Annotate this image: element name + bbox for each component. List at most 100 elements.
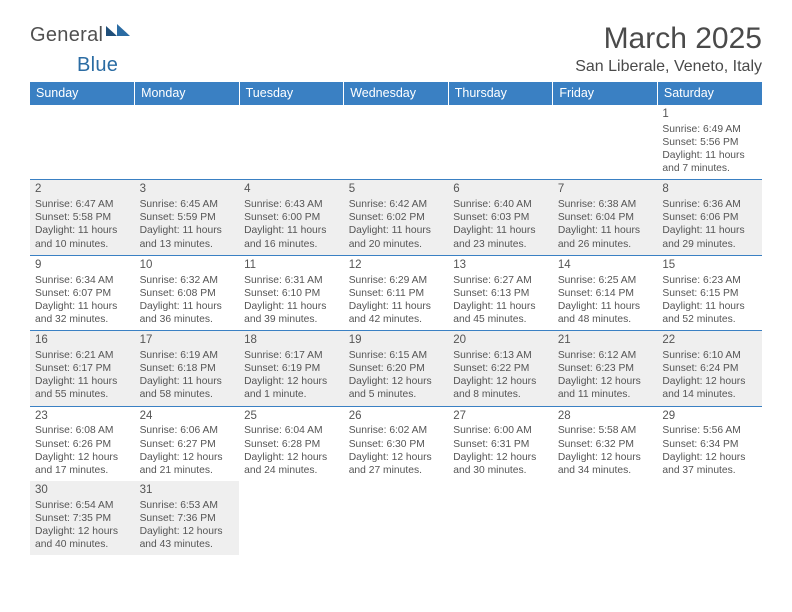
calendar-cell-empty xyxy=(344,105,449,180)
sunrise-text: Sunrise: 6:47 AM xyxy=(35,198,130,211)
calendar-cell-empty xyxy=(135,105,240,180)
sunset-text: Sunset: 6:34 PM xyxy=(662,438,757,451)
sunrise-text: Sunrise: 6:40 AM xyxy=(453,198,548,211)
sunset-text: Sunset: 6:22 PM xyxy=(453,362,548,375)
day-number: 8 xyxy=(662,182,757,197)
day-number: 10 xyxy=(140,258,235,273)
brand-blue: Blue xyxy=(77,54,118,77)
calendar-cell: 29Sunrise: 5:56 AMSunset: 6:34 PMDayligh… xyxy=(657,406,762,481)
sunrise-text: Sunrise: 6:17 AM xyxy=(244,349,339,362)
day-number: 21 xyxy=(558,333,653,348)
sunrise-text: Sunrise: 6:43 AM xyxy=(244,198,339,211)
flag-icon xyxy=(105,22,131,47)
weekday-header: Monday xyxy=(135,82,240,105)
sunset-text: Sunset: 6:18 PM xyxy=(140,362,235,375)
calendar-cell: 23Sunrise: 6:08 AMSunset: 6:26 PMDayligh… xyxy=(30,406,135,481)
weekday-header: Tuesday xyxy=(239,82,344,105)
daylight-text: Daylight: 11 hours and 45 minutes. xyxy=(453,300,548,326)
calendar-cell-empty xyxy=(239,481,344,555)
calendar-cell: 19Sunrise: 6:15 AMSunset: 6:20 PMDayligh… xyxy=(344,331,449,406)
sunset-text: Sunset: 6:23 PM xyxy=(558,362,653,375)
weekday-header: Thursday xyxy=(448,82,553,105)
sunrise-text: Sunrise: 6:10 AM xyxy=(662,349,757,362)
sunset-text: Sunset: 6:31 PM xyxy=(453,438,548,451)
calendar-row: 16Sunrise: 6:21 AMSunset: 6:17 PMDayligh… xyxy=(30,331,762,406)
sunrise-text: Sunrise: 6:15 AM xyxy=(349,349,444,362)
day-number: 24 xyxy=(140,409,235,424)
title-block: March 2025 San Liberale, Veneto, Italy xyxy=(575,22,762,76)
calendar-cell: 30Sunrise: 6:54 AMSunset: 7:35 PMDayligh… xyxy=(30,481,135,555)
daylight-text: Daylight: 11 hours and 26 minutes. xyxy=(558,224,653,250)
day-number: 18 xyxy=(244,333,339,348)
daylight-text: Daylight: 11 hours and 42 minutes. xyxy=(349,300,444,326)
sunrise-text: Sunrise: 6:54 AM xyxy=(35,499,130,512)
calendar-cell-empty xyxy=(448,105,553,180)
calendar-cell: 2Sunrise: 6:47 AMSunset: 5:58 PMDaylight… xyxy=(30,180,135,255)
sunrise-text: Sunrise: 5:58 AM xyxy=(558,424,653,437)
weekday-header: Friday xyxy=(553,82,658,105)
day-number: 15 xyxy=(662,258,757,273)
daylight-text: Daylight: 11 hours and 39 minutes. xyxy=(244,300,339,326)
daylight-text: Daylight: 12 hours and 8 minutes. xyxy=(453,375,548,401)
calendar-cell: 24Sunrise: 6:06 AMSunset: 6:27 PMDayligh… xyxy=(135,406,240,481)
day-number: 22 xyxy=(662,333,757,348)
sunrise-text: Sunrise: 6:29 AM xyxy=(349,274,444,287)
sunset-text: Sunset: 6:14 PM xyxy=(558,287,653,300)
sunrise-text: Sunrise: 6:02 AM xyxy=(349,424,444,437)
calendar-cell: 20Sunrise: 6:13 AMSunset: 6:22 PMDayligh… xyxy=(448,331,553,406)
sunrise-text: Sunrise: 6:08 AM xyxy=(35,424,130,437)
sunset-text: Sunset: 6:28 PM xyxy=(244,438,339,451)
daylight-text: Daylight: 12 hours and 14 minutes. xyxy=(662,375,757,401)
daylight-text: Daylight: 12 hours and 1 minute. xyxy=(244,375,339,401)
sunset-text: Sunset: 6:24 PM xyxy=(662,362,757,375)
weekday-header: Saturday xyxy=(657,82,762,105)
daylight-text: Daylight: 12 hours and 27 minutes. xyxy=(349,451,444,477)
day-number: 28 xyxy=(558,409,653,424)
sunrise-text: Sunrise: 6:42 AM xyxy=(349,198,444,211)
calendar-cell: 4Sunrise: 6:43 AMSunset: 6:00 PMDaylight… xyxy=(239,180,344,255)
calendar-cell-empty xyxy=(657,481,762,555)
day-number: 27 xyxy=(453,409,548,424)
day-number: 14 xyxy=(558,258,653,273)
calendar-cell: 10Sunrise: 6:32 AMSunset: 6:08 PMDayligh… xyxy=(135,255,240,330)
daylight-text: Daylight: 12 hours and 40 minutes. xyxy=(35,525,130,551)
daylight-text: Daylight: 12 hours and 34 minutes. xyxy=(558,451,653,477)
daylight-text: Daylight: 12 hours and 37 minutes. xyxy=(662,451,757,477)
sunset-text: Sunset: 6:32 PM xyxy=(558,438,653,451)
calendar-cell: 5Sunrise: 6:42 AMSunset: 6:02 PMDaylight… xyxy=(344,180,449,255)
sunset-text: Sunset: 6:10 PM xyxy=(244,287,339,300)
daylight-text: Daylight: 12 hours and 17 minutes. xyxy=(35,451,130,477)
sunset-text: Sunset: 6:04 PM xyxy=(558,211,653,224)
sunset-text: Sunset: 6:26 PM xyxy=(35,438,130,451)
brand-logo: General xyxy=(30,22,131,47)
calendar-cell: 31Sunrise: 6:53 AMSunset: 7:36 PMDayligh… xyxy=(135,481,240,555)
daylight-text: Daylight: 11 hours and 58 minutes. xyxy=(140,375,235,401)
day-number: 9 xyxy=(35,258,130,273)
calendar-table: SundayMondayTuesdayWednesdayThursdayFrid… xyxy=(30,82,762,555)
day-number: 3 xyxy=(140,182,235,197)
daylight-text: Daylight: 11 hours and 48 minutes. xyxy=(558,300,653,326)
daylight-text: Daylight: 11 hours and 36 minutes. xyxy=(140,300,235,326)
calendar-cell: 15Sunrise: 6:23 AMSunset: 6:15 PMDayligh… xyxy=(657,255,762,330)
calendar-cell-empty xyxy=(239,105,344,180)
sunrise-text: Sunrise: 5:56 AM xyxy=(662,424,757,437)
daylight-text: Daylight: 11 hours and 55 minutes. xyxy=(35,375,130,401)
calendar-row: 23Sunrise: 6:08 AMSunset: 6:26 PMDayligh… xyxy=(30,406,762,481)
sunset-text: Sunset: 6:13 PM xyxy=(453,287,548,300)
sunrise-text: Sunrise: 6:31 AM xyxy=(244,274,339,287)
daylight-text: Daylight: 12 hours and 21 minutes. xyxy=(140,451,235,477)
sunset-text: Sunset: 6:07 PM xyxy=(35,287,130,300)
day-number: 29 xyxy=(662,409,757,424)
calendar-cell: 21Sunrise: 6:12 AMSunset: 6:23 PMDayligh… xyxy=(553,331,658,406)
daylight-text: Daylight: 12 hours and 43 minutes. xyxy=(140,525,235,551)
calendar-cell: 25Sunrise: 6:04 AMSunset: 6:28 PMDayligh… xyxy=(239,406,344,481)
brand-general: General xyxy=(30,24,103,47)
day-number: 5 xyxy=(349,182,444,197)
calendar-cell: 16Sunrise: 6:21 AMSunset: 6:17 PMDayligh… xyxy=(30,331,135,406)
calendar-cell-empty xyxy=(30,105,135,180)
daylight-text: Daylight: 11 hours and 13 minutes. xyxy=(140,224,235,250)
sunrise-text: Sunrise: 6:49 AM xyxy=(662,123,757,136)
day-number: 11 xyxy=(244,258,339,273)
calendar-cell: 12Sunrise: 6:29 AMSunset: 6:11 PMDayligh… xyxy=(344,255,449,330)
day-number: 1 xyxy=(662,107,757,122)
